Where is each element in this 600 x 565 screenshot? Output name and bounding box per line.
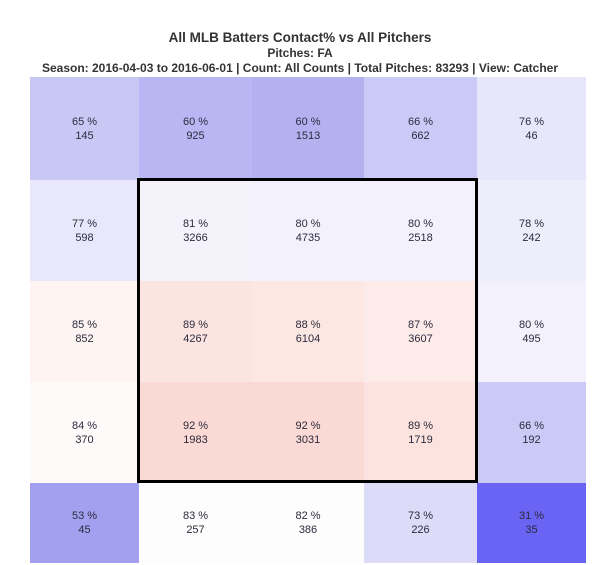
cell-contact-pct: 77 % <box>71 217 98 230</box>
heatmap-cell-r1c1: 81 % 3266 <box>139 180 252 281</box>
heatmap-cell-r0c0: 65 % 145 <box>30 77 139 180</box>
cell-contact-pct: 60 % <box>182 115 209 128</box>
chart-title: All MLB Batters Contact% vs All Pitchers <box>168 30 432 45</box>
cell-pitch-count: 4267 <box>183 332 208 345</box>
cell-pitch-count: 4735 <box>295 231 321 244</box>
cell-contact-pct: 92 % <box>295 419 321 432</box>
cell-contact-pct: 73 % <box>407 510 434 522</box>
heatmap-cell-r4c4: 31 % 35 <box>477 483 586 563</box>
cell-contact-pct: 82 % <box>295 510 321 522</box>
cell-pitch-count: 35 <box>525 524 538 536</box>
cell-pitch-count: 46 <box>525 129 538 142</box>
heatmap-cell-r2c0: 85 % 852 <box>30 281 139 382</box>
cell-pitch-count: 598 <box>75 231 94 244</box>
heatmap-cell-r2c3: 87 % 3607 <box>364 281 477 382</box>
cell-pitch-count: 495 <box>522 332 541 345</box>
cell-pitch-count: 192 <box>522 433 541 446</box>
cell-pitch-count: 226 <box>411 524 430 536</box>
cell-contact-pct: 83 % <box>182 510 209 522</box>
cell-pitch-count: 1983 <box>183 433 208 446</box>
heatmap-cell-r4c0: 53 % 45 <box>30 483 139 563</box>
cell-contact-pct: 87 % <box>407 318 434 331</box>
cell-pitch-count: 242 <box>522 231 541 244</box>
heatmap-cell-r0c2: 60 % 1513 <box>252 77 364 180</box>
cell-pitch-count: 3607 <box>408 332 433 345</box>
heatmap-cell-r4c1: 83 % 257 <box>139 483 252 563</box>
cell-contact-pct: 65 % <box>71 115 98 128</box>
heatmap-cell-r1c4: 78 % 242 <box>477 180 586 281</box>
cell-contact-pct: 85 % <box>71 318 98 331</box>
cell-pitch-count: 852 <box>75 332 94 345</box>
heatmap-cell-r0c1: 60 % 925 <box>139 77 252 180</box>
cell-pitch-count: 925 <box>186 129 205 142</box>
cell-pitch-count: 3266 <box>183 231 208 244</box>
cell-pitch-count: 386 <box>298 524 318 536</box>
cell-pitch-count: 1513 <box>295 129 321 142</box>
chart-subtitle: Pitches: FA <box>267 46 333 60</box>
heatmap-cell-r0c3: 66 % 662 <box>364 77 477 180</box>
cell-pitch-count: 257 <box>186 524 205 536</box>
cell-contact-pct: 66 % <box>518 419 545 432</box>
cell-contact-pct: 76 % <box>518 115 545 128</box>
chart-header: All MLB Batters Contact% vs All Pitchers… <box>0 30 600 76</box>
heatmap-cell-r1c0: 77 % 598 <box>30 180 139 281</box>
chart-meta: Season: 2016-04-03 to 2016-06-01 | Count… <box>41 61 559 75</box>
heatmap-cell-r2c2: 88 % 6104 <box>252 281 364 382</box>
heatmap-cell-r3c4: 66 % 192 <box>477 382 586 483</box>
heatmap-cell-r1c3: 80 % 2518 <box>364 180 477 281</box>
heatmap-cell-r4c3: 73 % 226 <box>364 483 477 563</box>
heatmap-cell-r0c4: 76 % 46 <box>477 77 586 180</box>
cell-pitch-count: 662 <box>411 129 430 142</box>
cell-pitch-count: 3031 <box>295 433 321 446</box>
heatmap-cell-r2c4: 80 % 495 <box>477 281 586 382</box>
cell-pitch-count: 370 <box>75 433 94 446</box>
cell-contact-pct: 84 % <box>71 419 98 432</box>
contact-heatmap: 65 % 145 60 % 925 60 % 1513 66 % 662 76 % 46 77 % 5… <box>30 77 586 563</box>
cell-contact-pct: 60 % <box>295 115 321 128</box>
cell-contact-pct: 78 % <box>518 217 545 230</box>
cell-pitch-count: 2518 <box>408 231 433 244</box>
cell-contact-pct: 88 % <box>295 318 321 331</box>
heatmap-cell-r3c2: 92 % 3031 <box>252 382 364 483</box>
heatmap-cell-r3c3: 89 % 1719 <box>364 382 477 483</box>
cell-contact-pct: 80 % <box>407 217 434 230</box>
cell-contact-pct: 80 % <box>518 318 545 331</box>
heatmap-cell-r1c2: 80 % 4735 <box>252 180 364 281</box>
cell-contact-pct: 81 % <box>182 217 209 230</box>
cell-contact-pct: 66 % <box>407 115 434 128</box>
cell-pitch-count: 6104 <box>295 332 321 345</box>
cell-contact-pct: 89 % <box>182 318 209 331</box>
heatmap-cell-r2c1: 89 % 4267 <box>139 281 252 382</box>
heatmap-cell-r3c1: 92 % 1983 <box>139 382 252 483</box>
cell-contact-pct: 89 % <box>407 419 434 432</box>
cell-pitch-count: 145 <box>75 129 94 142</box>
cell-contact-pct: 80 % <box>295 217 321 230</box>
cell-pitch-count: 1719 <box>408 433 433 446</box>
cell-pitch-count: 45 <box>78 524 91 536</box>
cell-contact-pct: 53 % <box>71 510 98 522</box>
heatmap-cell-r3c0: 84 % 370 <box>30 382 139 483</box>
heatmap-cell-r4c2: 82 % 386 <box>252 483 364 563</box>
cell-contact-pct: 31 % <box>518 510 545 522</box>
cell-contact-pct: 92 % <box>182 419 209 432</box>
